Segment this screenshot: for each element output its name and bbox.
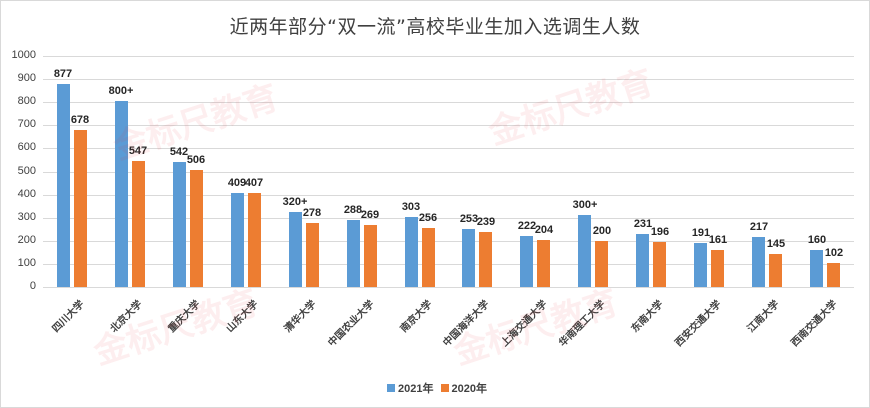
data-label: 547 <box>128 145 148 157</box>
gridline <box>43 125 854 126</box>
gridline <box>43 241 854 242</box>
data-label: 877 <box>53 68 73 80</box>
gridline <box>43 264 854 265</box>
gridline <box>43 195 854 196</box>
bar-2021 <box>57 84 70 287</box>
y-tick-label: 200 <box>17 234 36 246</box>
data-label: 102 <box>824 247 844 259</box>
data-label: 253 <box>459 213 479 225</box>
data-label: 256 <box>418 212 438 224</box>
gridline <box>43 102 854 103</box>
data-label: 239 <box>476 216 496 228</box>
bar-2020 <box>595 241 608 287</box>
bar-2021 <box>405 217 418 287</box>
bar-2021 <box>752 237 765 287</box>
legend-swatch-2020 <box>440 384 449 392</box>
data-label: 160 <box>807 234 827 246</box>
data-label: 200 <box>592 225 612 237</box>
data-label: 231 <box>633 218 653 230</box>
bar-2020 <box>827 263 840 287</box>
bar-2021 <box>347 220 360 287</box>
bar-2020 <box>537 240 550 287</box>
data-label: 204 <box>534 224 554 236</box>
data-label: 222 <box>517 220 537 232</box>
data-label: 409 <box>227 177 247 189</box>
y-tick-label: 900 <box>17 72 36 84</box>
bar-2021 <box>578 215 591 287</box>
y-tick-label: 300 <box>17 211 36 223</box>
legend-swatch-2021 <box>386 384 395 392</box>
data-label: 800+ <box>108 85 134 97</box>
bar-2021 <box>173 162 186 287</box>
bar-2020 <box>132 161 145 287</box>
bar-2021 <box>462 229 475 287</box>
gridline <box>43 79 854 80</box>
gridline <box>43 172 854 173</box>
bar-2021 <box>231 193 244 287</box>
bar-2020 <box>74 130 87 287</box>
data-label: 217 <box>749 221 769 233</box>
data-label: 161 <box>708 234 728 246</box>
y-tick-label: 400 <box>17 188 36 200</box>
gridline <box>43 218 854 219</box>
bar-2020 <box>653 242 666 287</box>
data-label: 303 <box>401 201 421 213</box>
legend-label-2020: 2020年 <box>451 383 488 395</box>
bar-2021 <box>520 236 533 287</box>
bar-2021 <box>115 101 128 287</box>
bar-2020 <box>769 254 782 287</box>
data-label: 145 <box>766 238 786 250</box>
bar-2020 <box>306 223 319 287</box>
bar-2021 <box>810 250 823 287</box>
y-tick-label: 700 <box>17 118 36 130</box>
y-tick-label: 500 <box>17 165 36 177</box>
data-label: 278 <box>302 207 322 219</box>
gridline <box>43 56 854 57</box>
y-tick-label: 0 <box>29 280 36 292</box>
legend-label-2021: 2021年 <box>397 383 434 395</box>
chart-title: 近两年部分“双一流”高校毕业生加入选调生人数 <box>229 16 641 38</box>
data-label: 191 <box>691 227 711 239</box>
data-label: 320+ <box>282 196 308 208</box>
legend: 2021年 2020年 <box>0 380 870 396</box>
y-tick-label: 600 <box>17 141 36 153</box>
bar-2020 <box>711 250 724 287</box>
data-label: 300+ <box>572 199 598 211</box>
data-label: 678 <box>70 114 90 126</box>
data-label: 269 <box>360 209 380 221</box>
data-label: 506 <box>186 154 206 166</box>
bar-2020 <box>248 193 261 287</box>
data-label: 288 <box>343 204 363 216</box>
y-tick-label: 100 <box>17 257 36 269</box>
gridline <box>43 148 854 149</box>
bar-2021 <box>289 212 302 287</box>
data-label: 542 <box>169 146 189 158</box>
data-label: 407 <box>244 177 264 189</box>
y-tick-label: 1000 <box>11 49 36 61</box>
bar-2021 <box>636 234 649 287</box>
bar-2020 <box>190 170 203 287</box>
bar-2021 <box>694 243 707 287</box>
data-label: 196 <box>650 226 670 238</box>
bar-2020 <box>364 225 377 287</box>
gridline <box>43 287 854 288</box>
bar-2020 <box>422 228 435 287</box>
bar-2020 <box>479 232 492 287</box>
y-tick-label: 800 <box>17 95 36 107</box>
